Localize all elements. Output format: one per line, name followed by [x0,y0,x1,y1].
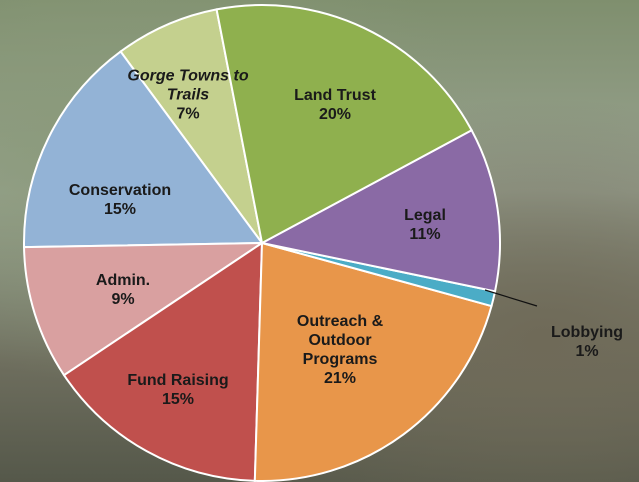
pie-slice [119,8,263,244]
value-label: 1% [575,343,599,360]
value-label: 20% [318,106,352,123]
pie-slice [23,241,266,377]
value-label: 7% [176,105,200,123]
leader-line [484,289,538,307]
value-label: 11% [409,226,441,243]
pie-slice [23,50,264,249]
category-label: Admin. [95,272,151,289]
slice-label: Gorge Towns to Trails 7% [123,67,253,124]
slice-label: Outreach & Outdoor Programs 21% [285,312,395,388]
slice-label: Admin. 9% [83,271,163,309]
slice-label: Conservation 15% [45,181,195,219]
pie-slice [62,241,264,482]
value-label: 21% [323,370,357,387]
slice-label: Land Trust 20% [275,86,395,124]
slice-label: Fund Raising 15% [103,371,253,409]
category-label: Lobbying [551,324,623,341]
category-label: Fund Raising [127,372,229,389]
category-label: Conservation [68,182,172,199]
category-label: Legal [404,207,446,224]
category-label: Outreach & Outdoor Programs [296,313,384,368]
value-label: 15% [161,391,195,408]
category-label: Gorge Towns to Trails [127,67,249,104]
value-label: 15% [103,201,137,218]
pie-slice [259,128,501,293]
pie-slice [215,4,473,245]
slice-label: Legal 11% [385,206,465,244]
value-label: 9% [111,291,135,308]
category-label: Land Trust [294,87,376,104]
slice-label: Lobbying 1% [542,323,632,361]
pie-slice [253,241,493,482]
